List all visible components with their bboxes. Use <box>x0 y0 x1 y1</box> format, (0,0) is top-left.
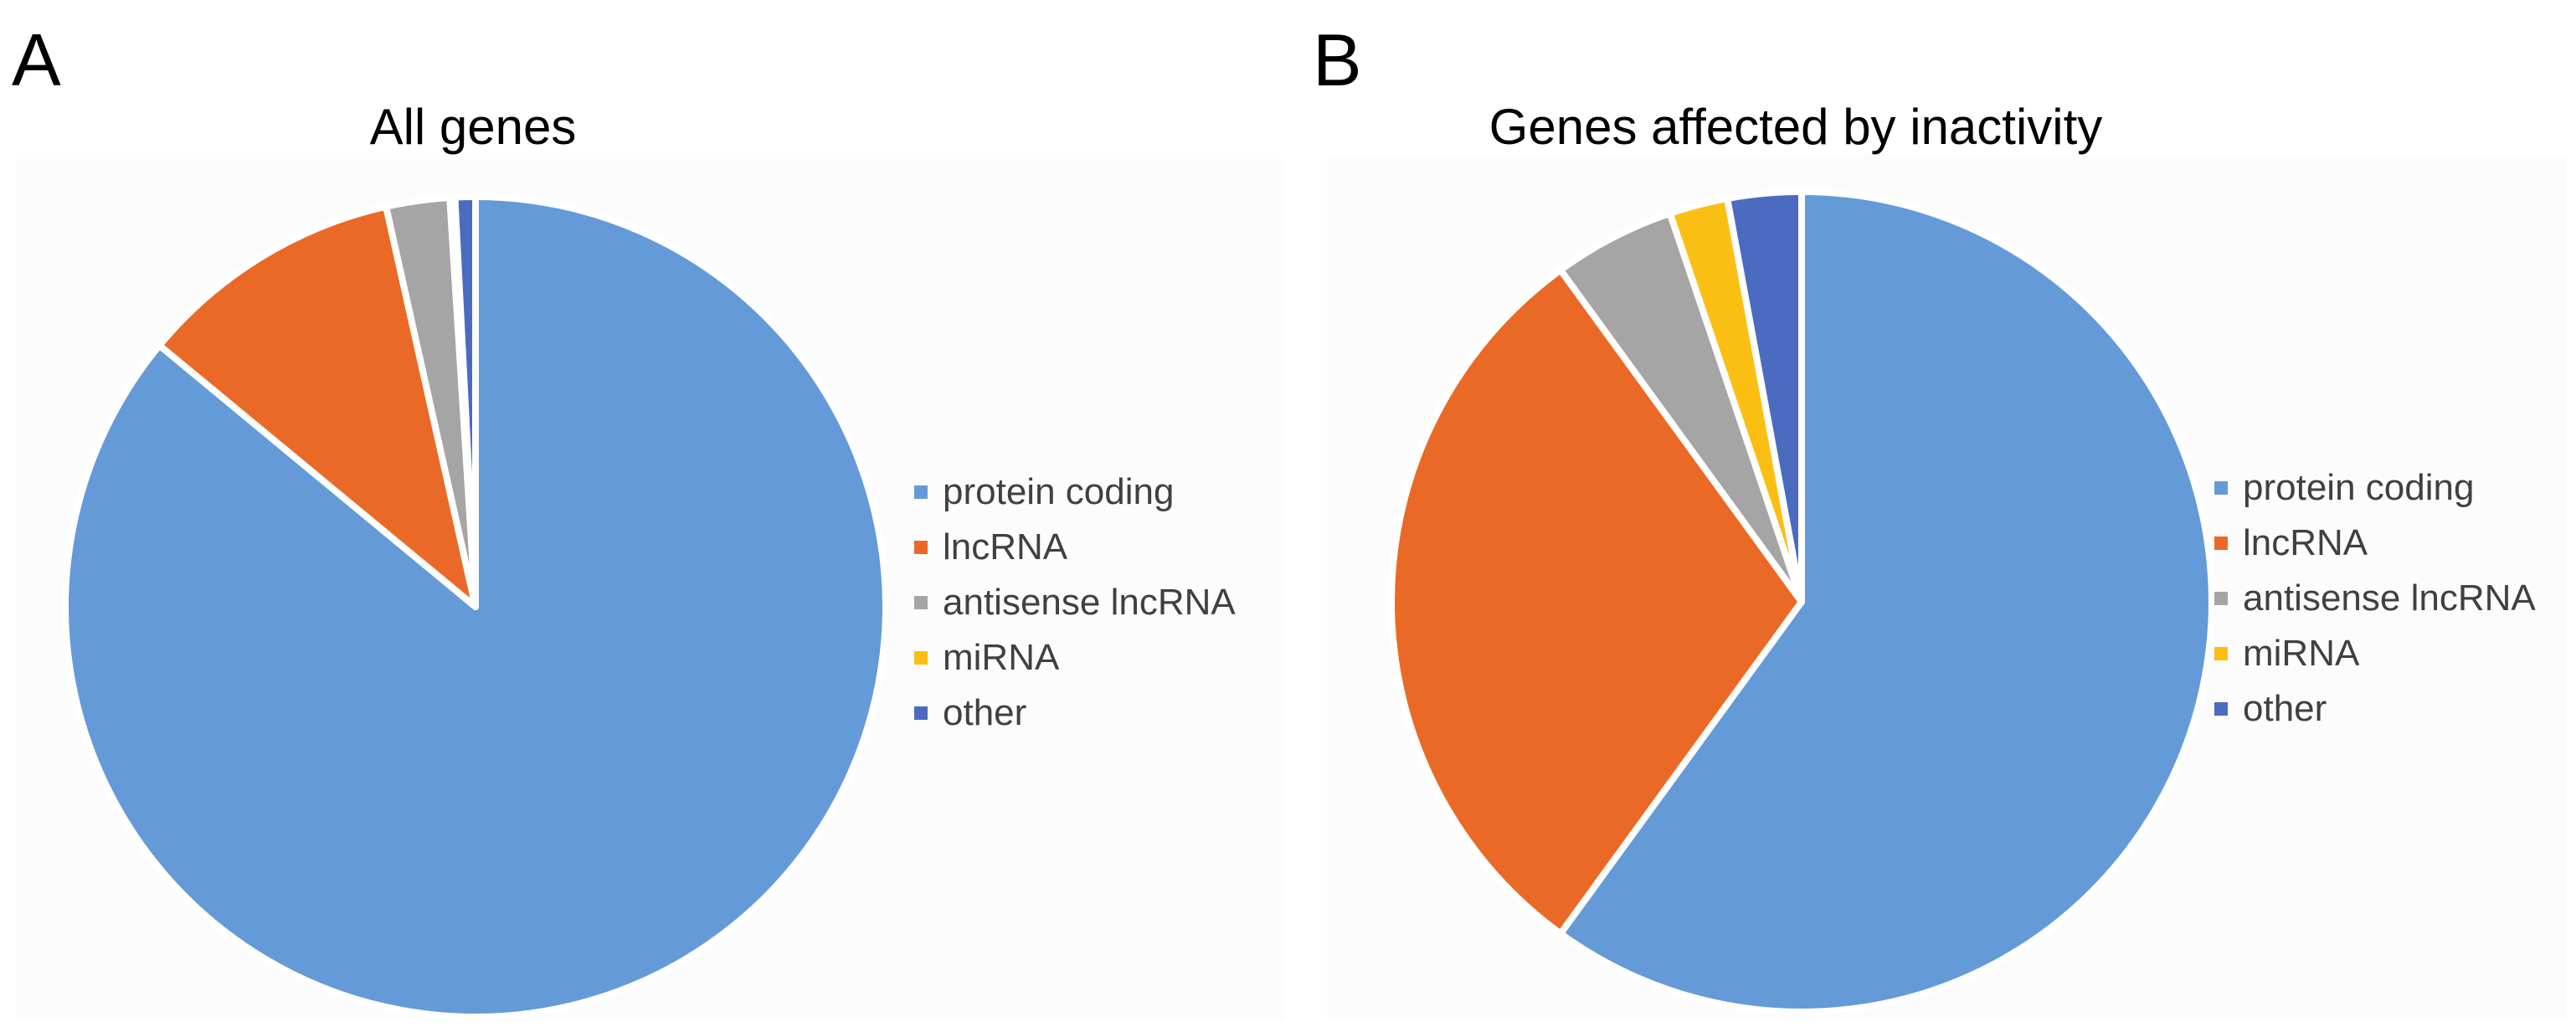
legend-swatch <box>2214 537 2228 550</box>
legend-swatch <box>914 541 928 554</box>
pie-slice-other <box>1724 188 1805 605</box>
pie-chart <box>1388 188 2215 1015</box>
legend-item-protein-coding: protein coding <box>2214 460 2536 516</box>
legend-label: miRNA <box>943 637 1060 678</box>
legend-label: protein coding <box>943 471 1175 512</box>
pie-slice-other <box>451 193 479 610</box>
legend-swatch <box>2214 481 2228 495</box>
legend-swatch <box>914 706 928 720</box>
panel-label: A <box>12 18 61 101</box>
legend-label: lncRNA <box>2243 522 2368 563</box>
legend-swatch <box>914 596 928 609</box>
legend-item-lncrna: lncRNA <box>914 520 1236 575</box>
legend-swatch <box>2214 647 2228 660</box>
legend-label: antisense lncRNA <box>2243 578 2536 619</box>
pie-slice-protein-coding <box>1556 188 2215 1015</box>
legend-item-other: other <box>914 686 1236 741</box>
legend-label: other <box>2243 688 2327 729</box>
legend-item-other: other <box>2214 681 2536 737</box>
pie-chart <box>65 193 886 1017</box>
legend-label: antisense lncRNA <box>943 582 1236 623</box>
legend-item-protein-coding: protein coding <box>914 465 1236 520</box>
legend-label: miRNA <box>2243 633 2360 674</box>
legend-item-antisense-lncrna: antisense lncRNA <box>914 575 1236 630</box>
legend-label: lncRNA <box>943 526 1068 567</box>
panel-label: B <box>1313 18 1362 101</box>
legend-label: protein coding <box>2243 467 2475 508</box>
legend-swatch <box>2214 702 2228 716</box>
pie-slice-lncrna <box>156 203 479 610</box>
legend-item-lncrna: lncRNA <box>2214 516 2536 571</box>
chart-panel-b: B Genes affected by inactivity protein c… <box>1293 0 2576 1027</box>
legend-label: other <box>943 692 1027 733</box>
legend-swatch <box>914 485 928 499</box>
legend: protein coding lncRNA antisense lncRNA m… <box>2214 460 2536 737</box>
legend-item-mirna: miRNA <box>2214 626 2536 681</box>
legend-item-mirna: miRNA <box>914 630 1236 686</box>
chart-panel-a: A All genes protein coding lncRNA antise… <box>12 18 1236 1017</box>
legend: protein coding lncRNA antisense lncRNA m… <box>914 465 1236 741</box>
legend-swatch <box>2214 592 2228 605</box>
chart-title: Genes affected by inactivity <box>1489 99 2103 155</box>
legend-item-antisense-lncrna: antisense lncRNA <box>2214 571 2536 626</box>
chart-title: All genes <box>369 99 577 155</box>
legend-swatch <box>914 651 928 665</box>
pie-slice-lncrna <box>1388 266 1805 937</box>
